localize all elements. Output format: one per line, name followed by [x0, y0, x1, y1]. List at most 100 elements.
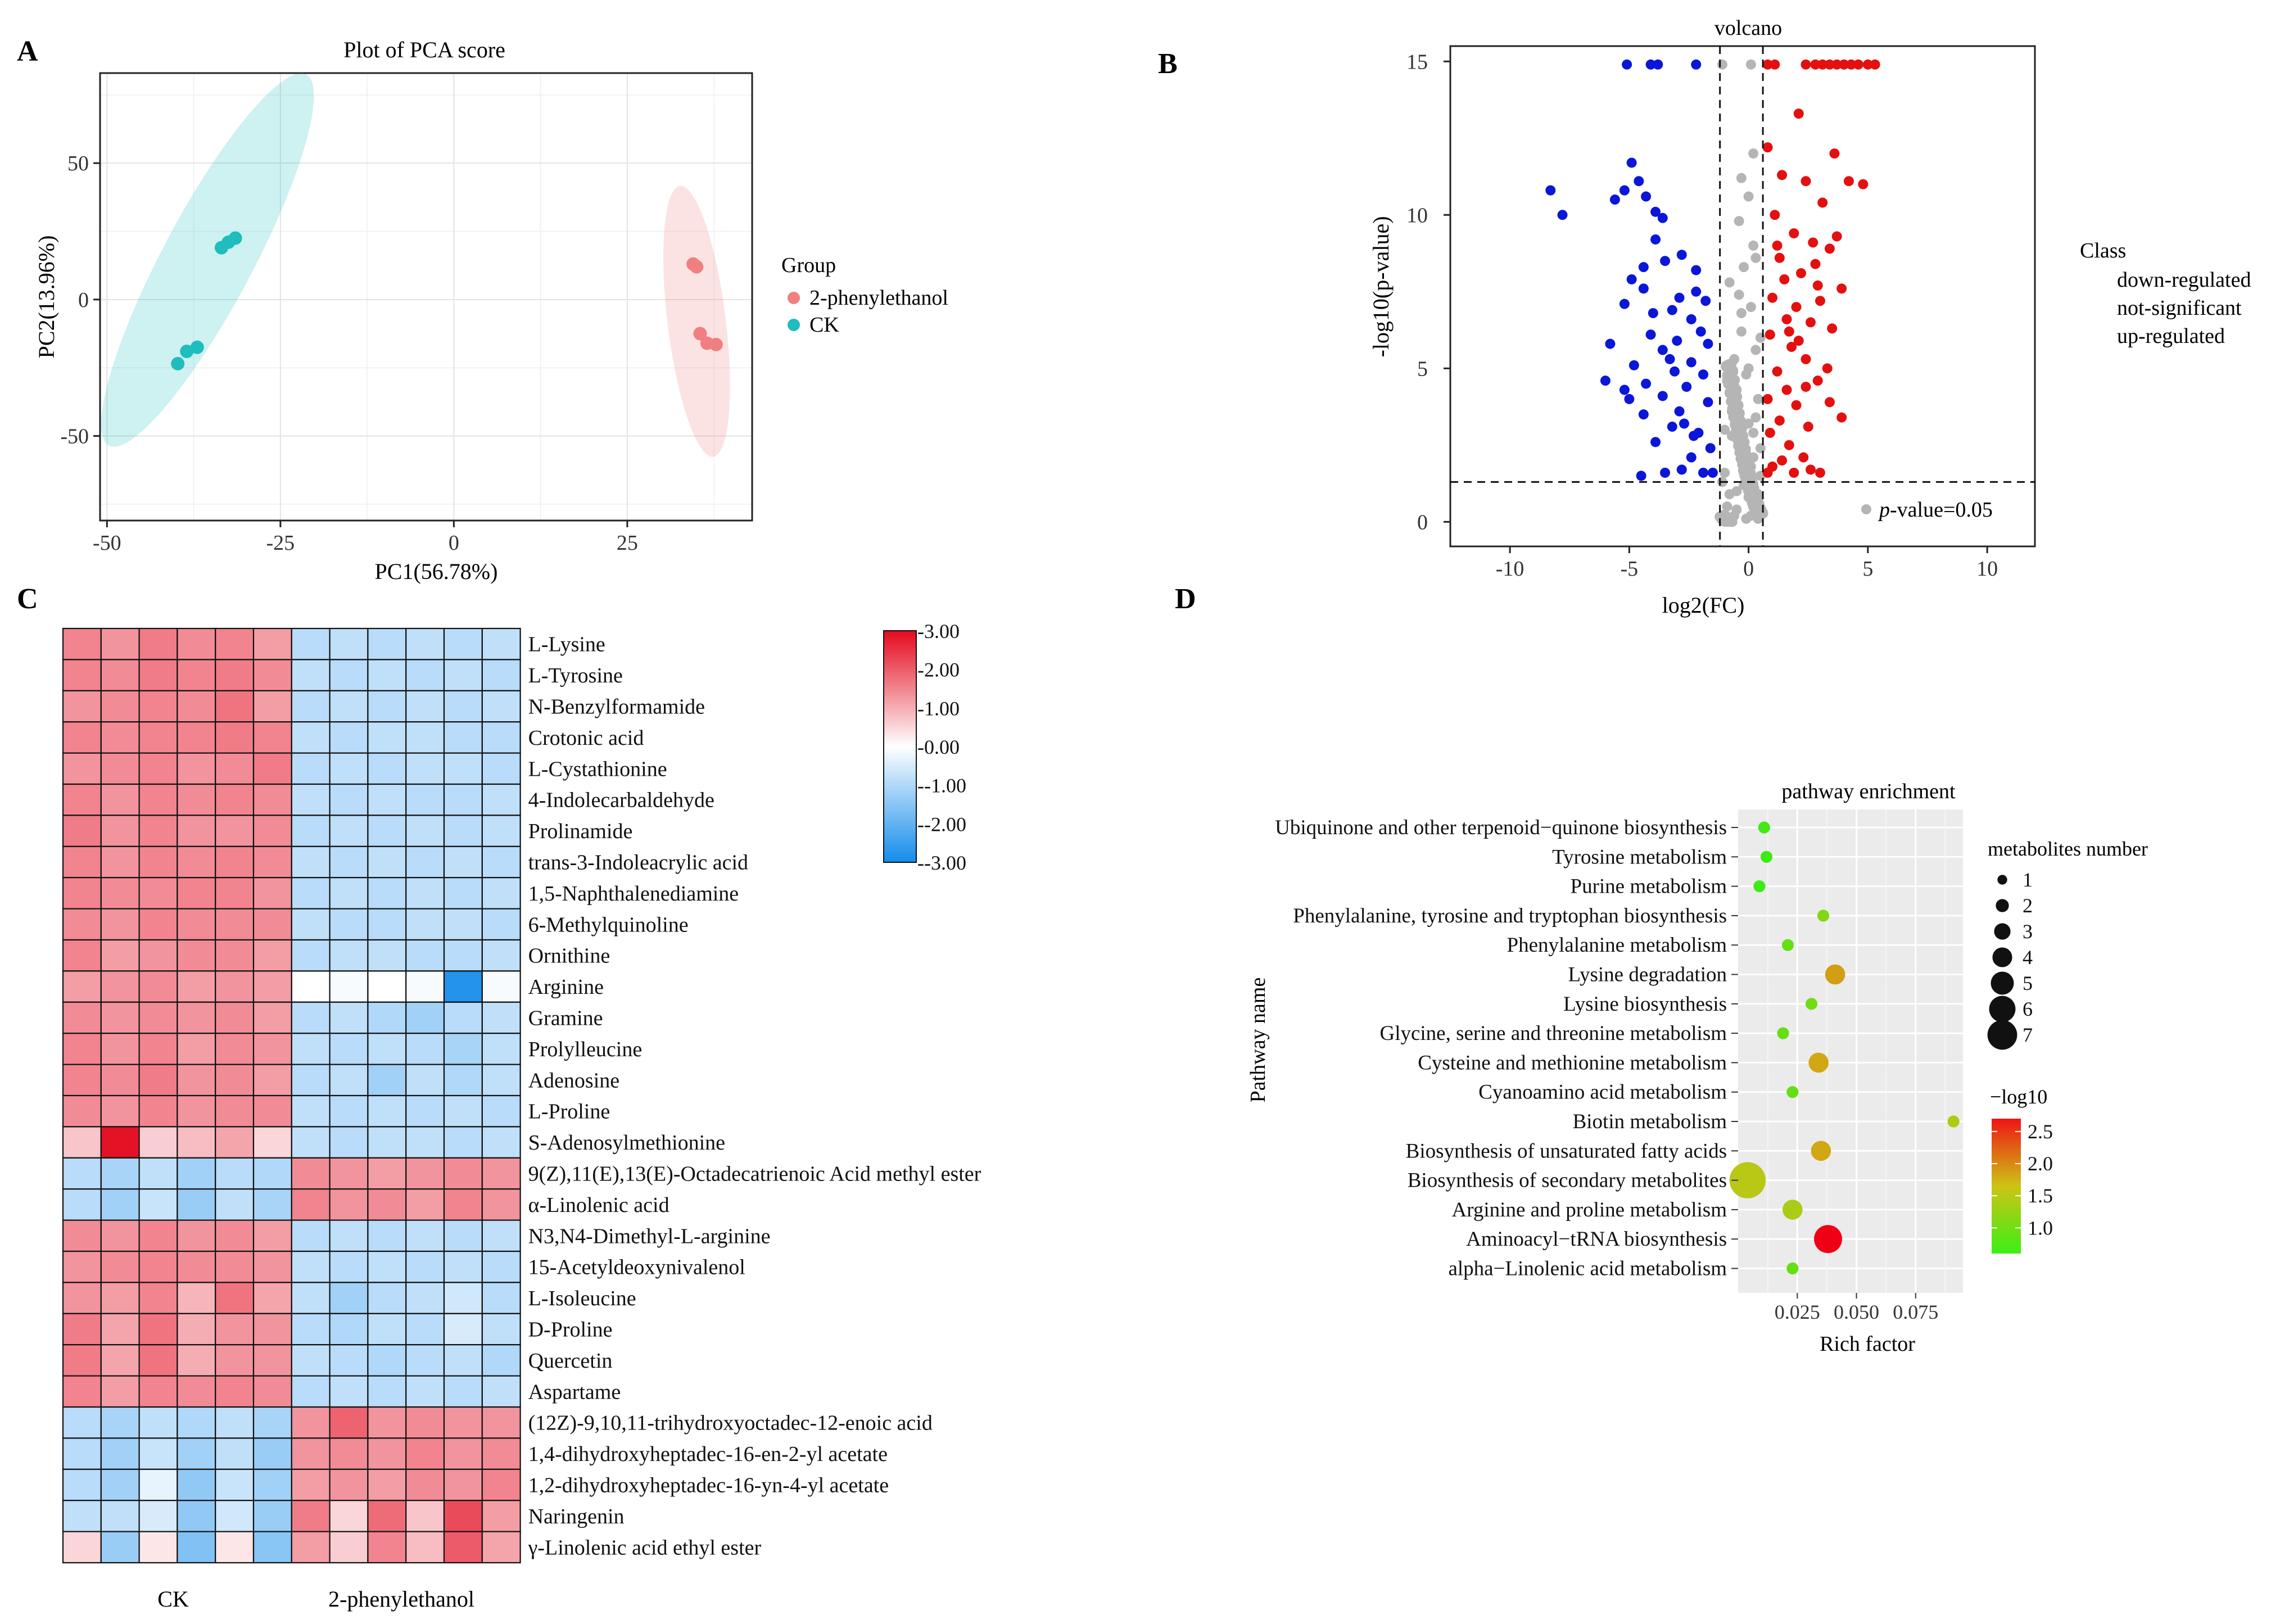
heatmap-row-label: L-Tyrosine	[528, 664, 623, 687]
heatmap-row-label: L-Proline	[528, 1100, 610, 1124]
heatmap-cell	[177, 939, 216, 972]
heatmap-cell	[443, 1468, 483, 1501]
enrichment-pathway-label: Biosynthesis of unsaturated fatty acids	[1406, 1139, 1727, 1162]
volcano-point-ns	[1755, 443, 1766, 454]
volcano-y-tick-label: 0	[1417, 510, 1428, 534]
heatmap-cell	[100, 627, 140, 661]
size-legend-marker	[1987, 1020, 2017, 1050]
heatmap-cell	[62, 1282, 102, 1314]
heatmap-cell	[367, 752, 407, 785]
volcano-point-ns	[1750, 252, 1761, 263]
volcano-point-down	[1681, 382, 1692, 392]
volcano-point-ns	[1728, 385, 1739, 396]
enrichment-pathway-label: Tyrosine metabolism	[1552, 845, 1727, 868]
heatmap-cell	[291, 627, 331, 661]
heatmap-cell	[252, 1282, 292, 1314]
heatmap-cell	[62, 1344, 102, 1377]
volcano-point-ns	[1750, 345, 1761, 355]
size-legend-label: 5	[2023, 972, 2033, 994]
heatmap-cell	[291, 908, 331, 941]
heatmap-cell	[367, 1344, 407, 1377]
pca-point-pe	[709, 337, 723, 351]
heatmap-cell	[367, 1468, 407, 1501]
heatmap-cell	[215, 1094, 255, 1128]
heatmap-row-label: 1,2-dihydroxyheptadec-16-yn-4-yl acetate	[528, 1474, 889, 1498]
enrichment-x-axis-label: Rich factor	[1820, 1332, 1915, 1356]
heatmap-cell	[252, 752, 292, 785]
heatmap-cell	[367, 1033, 407, 1065]
heatmap-cell	[329, 1250, 369, 1283]
heatmap-cell	[367, 1500, 407, 1532]
heatmap-cell	[100, 1500, 140, 1532]
heatmap-cell	[100, 1531, 140, 1564]
heatmap-cell	[100, 1188, 140, 1221]
heatmap-cell	[443, 752, 483, 785]
colorbar-tick-label: -2.00	[917, 659, 960, 681]
heatmap-cell	[329, 1468, 369, 1501]
heatmap-row-label: Prolinamide	[528, 820, 633, 843]
heatmap-row-label: Ornithine	[528, 944, 610, 968]
heatmap-cell	[329, 1500, 369, 1532]
color-legend-label: 1.5	[2028, 1184, 2053, 1207]
heatmap-cell	[252, 1500, 292, 1532]
volcano-point-ns	[1736, 326, 1747, 337]
heatmap-cell	[138, 1188, 178, 1221]
volcano-point-up	[1770, 210, 1780, 220]
heatmap-cell	[329, 877, 369, 910]
heatmap-cell	[138, 1282, 178, 1314]
heatmap-cell	[329, 752, 369, 785]
volcano-point-up	[1824, 397, 1835, 408]
heatmap-cell	[177, 1437, 216, 1470]
heatmap-cell	[367, 908, 407, 941]
heatmap-row-label: Adenosine	[528, 1069, 620, 1092]
volcano-point-down	[1698, 467, 1708, 478]
size-legend-label: 4	[2023, 946, 2033, 969]
volcano-point-up	[1770, 59, 1780, 70]
pca-point-ck	[228, 231, 242, 245]
heatmap-cell	[443, 1126, 483, 1159]
volcano-point-down	[1672, 336, 1682, 346]
heatmap-cell	[62, 815, 102, 847]
volcano-point-up	[1779, 274, 1790, 284]
heatmap-cell	[291, 845, 331, 879]
heatmap-cell	[215, 1406, 255, 1439]
heatmap-cell	[252, 1531, 292, 1564]
volcano-point-ns	[1731, 486, 1742, 496]
volcano-x-tick-label: -5	[1621, 557, 1639, 581]
heatmap-cell	[367, 845, 407, 879]
volcano-point-ns	[1743, 191, 1754, 202]
heatmap-cell	[329, 1437, 369, 1470]
volcano-point-down	[1700, 296, 1711, 306]
volcano-point-ns	[1756, 509, 1767, 519]
heatmap-row-label: Crotonic acid	[528, 726, 644, 750]
heatmap-cell	[252, 1064, 292, 1097]
volcano-point-up	[1801, 59, 1811, 70]
heatmap-cell	[367, 939, 407, 972]
heatmap-cell	[405, 1500, 445, 1532]
volcano-point-up	[1793, 336, 1804, 346]
volcano-point-down	[1636, 471, 1646, 481]
heatmap-cell	[367, 1188, 407, 1221]
heatmap-cell	[177, 908, 216, 941]
volcano-point-up	[1824, 243, 1835, 254]
heatmap-cell	[252, 1219, 292, 1252]
volcano-x-tick-label: 10	[1976, 557, 1998, 581]
heatmap-cell	[215, 752, 255, 785]
heatmap-cell	[62, 1406, 102, 1439]
heatmap-cell	[177, 659, 216, 691]
volcano-point-up	[1777, 170, 1788, 180]
volcano-x-axis-label: log2(FC)	[1662, 592, 1745, 618]
heatmap-cell	[100, 1282, 140, 1314]
heatmap-cell	[481, 1219, 521, 1252]
heatmap-cell	[481, 1250, 521, 1283]
heatmap-cell	[62, 690, 102, 723]
heatmap-cell	[62, 752, 102, 785]
heatmap-cell	[138, 627, 178, 661]
volcano-point-up	[1827, 323, 1838, 334]
pca-y-tick-label: 0	[78, 288, 89, 312]
volcano-point-ns	[1720, 424, 1730, 435]
heatmap-cell	[443, 1406, 483, 1439]
heatmap-cell	[481, 970, 521, 1003]
volcano-point-down	[1641, 191, 1652, 202]
heatmap-cell	[367, 970, 407, 1003]
